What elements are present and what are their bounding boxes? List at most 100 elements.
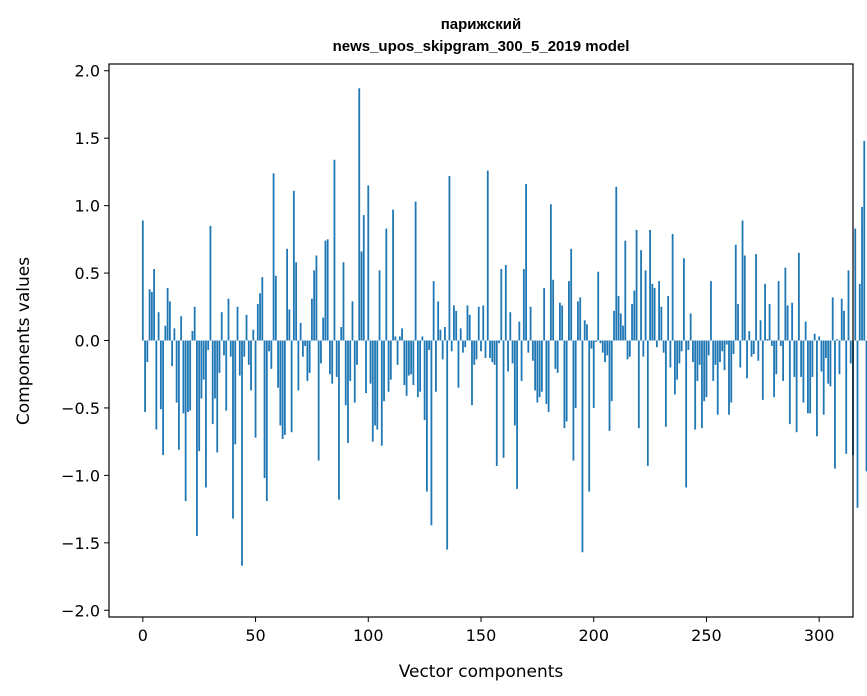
bar-26 bbox=[200, 340, 203, 399]
bar-159 bbox=[500, 269, 503, 341]
bar-107 bbox=[383, 340, 385, 402]
bar-16 bbox=[177, 340, 180, 450]
bar-76 bbox=[313, 270, 316, 341]
bar-277 bbox=[766, 339, 769, 341]
bar-234 bbox=[669, 340, 672, 368]
bar-284 bbox=[782, 340, 785, 381]
bar-308 bbox=[836, 339, 839, 341]
bar-153 bbox=[486, 170, 489, 341]
bar-104 bbox=[376, 340, 379, 430]
bar-172 bbox=[529, 306, 532, 341]
bar-93 bbox=[351, 301, 354, 341]
bar-62 bbox=[281, 340, 284, 439]
bar-11 bbox=[166, 287, 169, 341]
y-tick-label: −1.0 bbox=[61, 466, 100, 485]
y-tick-label: −2.0 bbox=[61, 601, 100, 620]
bar-203 bbox=[599, 340, 602, 344]
bar-134 bbox=[444, 327, 446, 341]
bar-87 bbox=[338, 340, 340, 500]
bar-118 bbox=[407, 340, 410, 376]
bar-226 bbox=[651, 283, 654, 341]
bar-181 bbox=[549, 204, 552, 341]
bar-293 bbox=[802, 340, 805, 403]
bar-103 bbox=[374, 340, 376, 426]
y-axis-label: Components values bbox=[14, 257, 34, 425]
bar-14 bbox=[173, 328, 176, 341]
bar-276 bbox=[764, 283, 766, 341]
bar-22 bbox=[191, 331, 194, 341]
x-tick-label: 150 bbox=[466, 626, 497, 645]
x-axis-ticks: 0 50 100 150 200 250 300 bbox=[138, 617, 835, 645]
bar-306 bbox=[831, 297, 834, 341]
bar-121 bbox=[414, 201, 417, 341]
bar-69 bbox=[297, 340, 300, 391]
bar-162 bbox=[507, 340, 509, 372]
bar-177 bbox=[540, 340, 543, 392]
bar-204 bbox=[601, 340, 604, 353]
bar-50 bbox=[254, 340, 257, 438]
bar-135 bbox=[446, 340, 449, 550]
bar-5 bbox=[153, 269, 155, 341]
bar-129 bbox=[432, 281, 435, 341]
bar-251 bbox=[707, 340, 710, 356]
bar-116 bbox=[403, 340, 406, 386]
bar-132 bbox=[439, 329, 442, 341]
bar-39 bbox=[229, 340, 232, 357]
bar-170 bbox=[525, 184, 527, 341]
bar-30 bbox=[209, 225, 212, 341]
bar-52 bbox=[259, 293, 261, 341]
bar-136 bbox=[448, 175, 451, 341]
bar-48 bbox=[250, 340, 252, 391]
bar-27 bbox=[202, 340, 205, 380]
bar-195 bbox=[581, 340, 584, 553]
bar-61 bbox=[279, 340, 282, 426]
bar-128 bbox=[430, 340, 433, 526]
bar-223 bbox=[644, 270, 647, 341]
bar-229 bbox=[658, 281, 661, 341]
x-tick-label: 300 bbox=[804, 626, 835, 645]
bar-51 bbox=[256, 304, 259, 341]
bar-36 bbox=[223, 340, 225, 356]
bar-228 bbox=[655, 340, 658, 348]
bar-66 bbox=[290, 340, 293, 433]
bar-31 bbox=[211, 340, 214, 425]
bar-281 bbox=[775, 340, 778, 375]
bar-114 bbox=[398, 336, 401, 341]
bar-75 bbox=[311, 298, 313, 341]
bar-105 bbox=[378, 270, 381, 341]
bar-20 bbox=[187, 340, 189, 412]
bar-222 bbox=[642, 340, 645, 357]
bar-101 bbox=[369, 340, 372, 384]
bar-214 bbox=[624, 240, 627, 341]
plot-area-frame bbox=[108, 63, 854, 618]
bar-242 bbox=[687, 340, 690, 350]
bar-178 bbox=[543, 287, 546, 341]
bar-247 bbox=[698, 340, 701, 365]
bar-183 bbox=[554, 340, 557, 369]
bar-227 bbox=[653, 287, 656, 341]
bar-41 bbox=[234, 340, 237, 445]
bar-146 bbox=[471, 340, 473, 406]
y-tick-label: 0.0 bbox=[75, 332, 100, 351]
bar-182 bbox=[552, 279, 555, 341]
bar-157 bbox=[495, 340, 498, 466]
bar-244 bbox=[692, 340, 694, 363]
bar-155 bbox=[491, 340, 494, 363]
bar-252 bbox=[710, 281, 712, 341]
bar-296 bbox=[809, 340, 812, 414]
bar-274 bbox=[759, 320, 762, 341]
bar-158 bbox=[498, 340, 500, 344]
bar-261 bbox=[730, 340, 733, 403]
bar-188 bbox=[565, 340, 568, 422]
bar-275 bbox=[761, 340, 764, 400]
bar-3 bbox=[148, 289, 151, 341]
bar-160 bbox=[502, 340, 505, 458]
bar-119 bbox=[410, 340, 413, 375]
bar-280 bbox=[773, 340, 775, 398]
bar-80 bbox=[322, 317, 325, 341]
bar-91 bbox=[347, 340, 349, 444]
bar-202 bbox=[597, 271, 600, 341]
bar-56 bbox=[268, 340, 270, 352]
y-tick-label: 1.5 bbox=[75, 129, 100, 148]
